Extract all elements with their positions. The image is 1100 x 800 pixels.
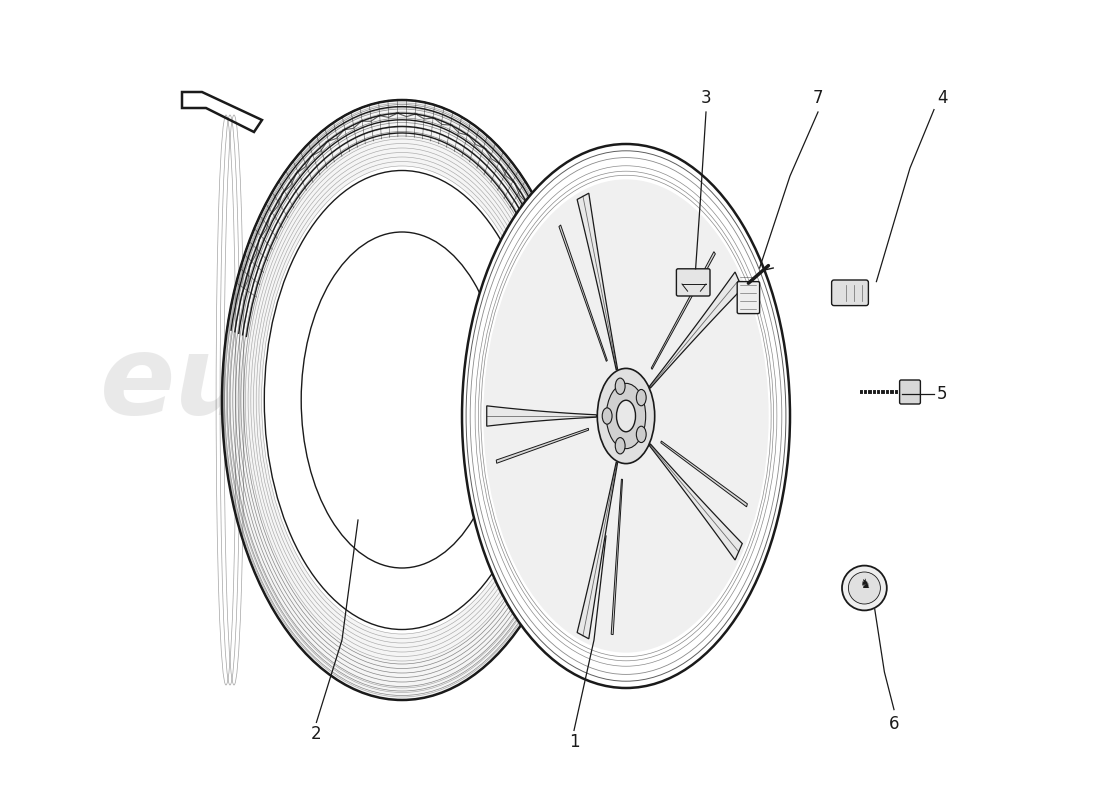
Ellipse shape xyxy=(636,426,646,442)
Text: 3: 3 xyxy=(701,89,712,106)
Text: 4: 4 xyxy=(937,89,947,106)
Ellipse shape xyxy=(615,378,625,394)
FancyBboxPatch shape xyxy=(832,280,868,306)
FancyBboxPatch shape xyxy=(737,282,760,314)
Ellipse shape xyxy=(602,408,612,424)
Ellipse shape xyxy=(222,100,582,700)
Circle shape xyxy=(842,566,887,610)
Polygon shape xyxy=(486,406,596,426)
Text: ♞: ♞ xyxy=(859,578,870,591)
Text: n885: n885 xyxy=(582,620,646,644)
Polygon shape xyxy=(649,444,743,560)
Text: a passion for parts: a passion for parts xyxy=(370,548,603,572)
Ellipse shape xyxy=(597,368,654,464)
Ellipse shape xyxy=(301,232,503,568)
FancyBboxPatch shape xyxy=(676,269,710,296)
Polygon shape xyxy=(649,272,743,388)
Ellipse shape xyxy=(222,100,582,700)
Text: 1: 1 xyxy=(569,734,580,751)
Polygon shape xyxy=(651,252,715,370)
Polygon shape xyxy=(661,441,747,507)
Polygon shape xyxy=(578,462,617,639)
Ellipse shape xyxy=(462,144,790,688)
Ellipse shape xyxy=(606,383,646,449)
Text: eurocars: eurocars xyxy=(100,330,648,438)
Ellipse shape xyxy=(636,390,646,406)
Ellipse shape xyxy=(615,438,625,454)
Circle shape xyxy=(848,572,880,604)
Polygon shape xyxy=(496,428,588,463)
Polygon shape xyxy=(578,193,617,370)
Ellipse shape xyxy=(262,166,542,634)
Text: 7: 7 xyxy=(813,89,823,106)
Ellipse shape xyxy=(483,179,769,653)
Text: 2: 2 xyxy=(311,726,321,743)
Polygon shape xyxy=(612,479,623,634)
Ellipse shape xyxy=(616,400,636,432)
FancyBboxPatch shape xyxy=(900,380,921,404)
Text: 6: 6 xyxy=(889,715,900,733)
Text: 5: 5 xyxy=(937,385,947,402)
Polygon shape xyxy=(559,225,607,362)
